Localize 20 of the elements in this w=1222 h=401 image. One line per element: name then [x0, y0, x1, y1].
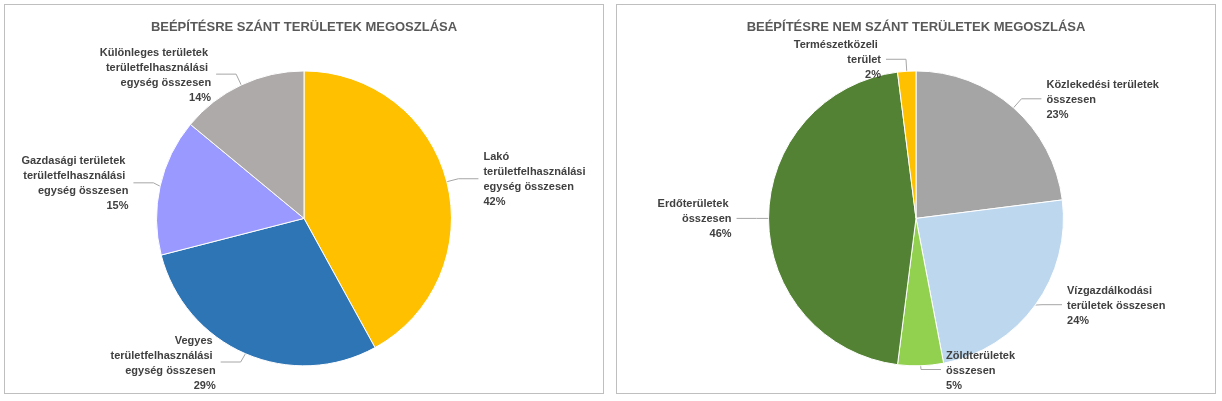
slice-label: Közlekedési területek összesen: [1046, 77, 1162, 105]
data-label: 14%: [189, 90, 212, 103]
data-label: 15%: [106, 199, 129, 212]
slice-label: Vegyes területfelhasználási egység összesen: [110, 333, 216, 376]
slice-label: Különleges területek területfelhasználási egység összesen: [99, 45, 212, 88]
data-label: 46%: [709, 227, 732, 240]
slice-label: Zöldterületek összesen: [946, 348, 1019, 376]
data-label: 42%: [483, 195, 506, 208]
slice-label: Erdőterületek összesen: [657, 197, 732, 225]
chart-title: BEÉPÍTÉSRE SZÁNT TERÜLETEK MEGOSZLÁSA: [150, 19, 458, 34]
data-label: 23%: [1046, 107, 1069, 120]
data-label: 29%: [193, 378, 216, 391]
slice-label: Gazdasági területek területfelhasználási egység összesen: [21, 154, 129, 197]
data-label: 24%: [1067, 313, 1090, 326]
slice-label: Lakó területfelhasználási egység összesen: [483, 150, 589, 193]
slice-label: Természetközeli terület: [793, 38, 882, 66]
chart-title: BEÉPÍTÉSRE NEM SZÁNT TERÜLETEK MEGOSZLÁSA: [746, 19, 1086, 34]
slice-label: Vízgazdálkodási területek összesen: [1067, 283, 1166, 311]
data-label: 5%: [946, 378, 963, 391]
data-label: 2%: [865, 68, 882, 81]
